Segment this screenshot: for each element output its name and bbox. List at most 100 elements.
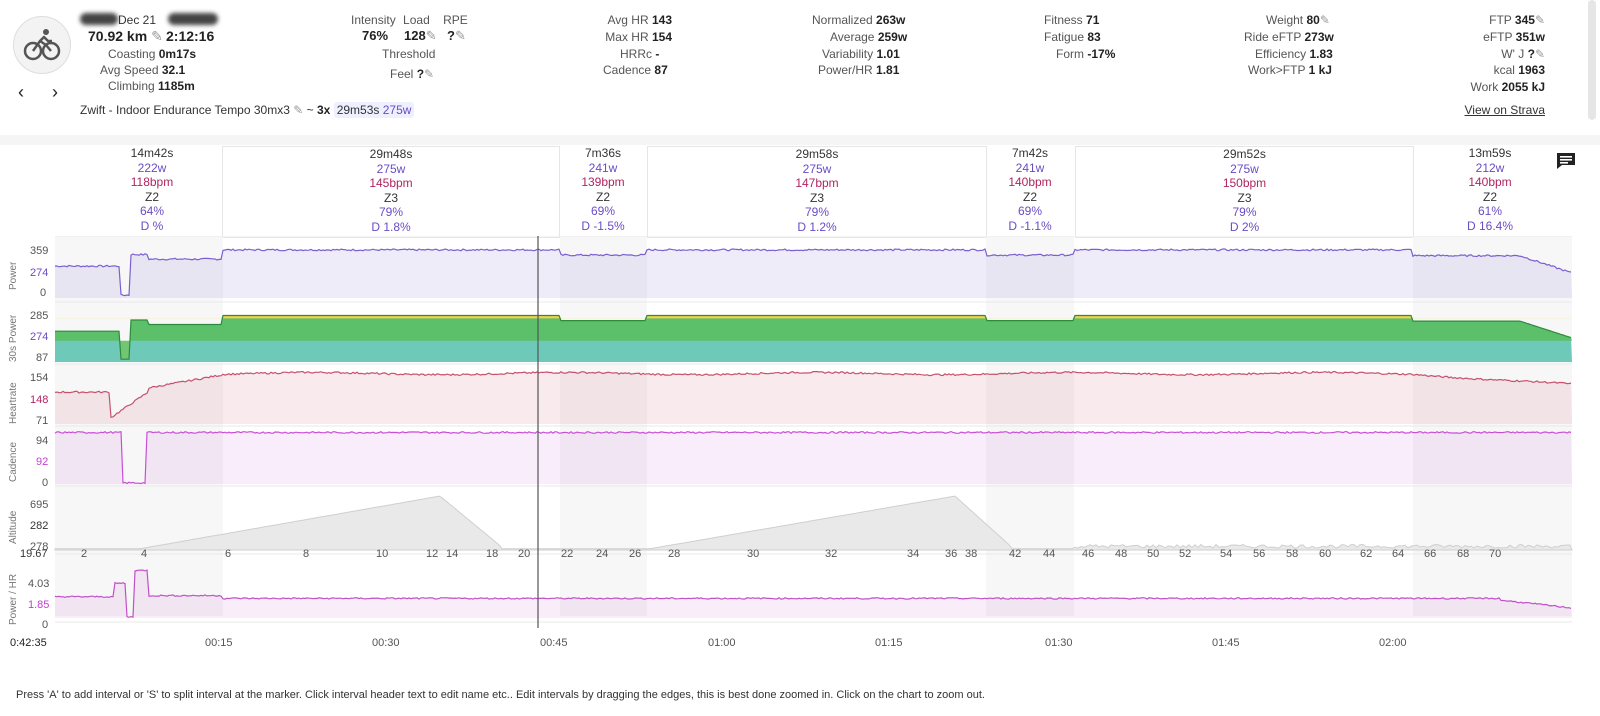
feel-label: Feel (390, 67, 414, 81)
distance-tick: 34 (907, 548, 920, 560)
interval-pct: 64% (139, 204, 165, 218)
wj-label: W' J (1501, 47, 1525, 61)
distance-tick: 70 (1489, 548, 1502, 560)
vertical-scrollbar[interactable] (1588, 0, 1596, 120)
interval-decoupling: D 1.8% (371, 219, 411, 234)
threshold-label[interactable]: Threshold (382, 47, 436, 61)
edit-title-icon[interactable]: ✎ (293, 103, 304, 117)
cycling-icon (23, 29, 61, 61)
edit-rpe-icon[interactable]: ✎ (454, 28, 466, 43)
distance-tick: 12 (426, 548, 439, 560)
distance-tick: 22 (561, 548, 574, 560)
distance-tick: 58 (1286, 548, 1299, 560)
interval-pct: 69% (590, 204, 616, 218)
hrrc-label: HRRc (620, 47, 652, 61)
activity-charts[interactable] (0, 236, 1600, 638)
interval-decoupling: D 16.4% (1466, 218, 1514, 233)
average-label: Average (830, 30, 875, 44)
kcal-label: kcal (1493, 63, 1515, 77)
interval-header[interactable]: 7m36s 241w 139bpm Z2 69% D -1.5% (560, 146, 646, 236)
view-on-strava-link[interactable]: View on Strava (1464, 103, 1546, 117)
powerhr-tick-mid: 1.85 (28, 599, 50, 611)
interval-header[interactable]: 7m42s 241w 140bpm Z2 69% D -1.1% (987, 146, 1073, 236)
distance-tick: 32 (825, 548, 838, 560)
variability-value: 1.01 (876, 47, 900, 61)
summary-interval: 29m53s (336, 103, 380, 117)
wj-value[interactable]: ? (1527, 47, 1535, 61)
interval-pct: 79% (1232, 205, 1257, 219)
distance-tick: 20 (518, 548, 531, 560)
interval-header[interactable]: 29m58s 275w 147bpm Z3 79% D 1.2% (647, 146, 987, 238)
interval-power: 222w (137, 160, 167, 175)
cadence-series-line (54, 430, 1572, 485)
distance-tick: 18 (486, 548, 499, 560)
distance-tick: 60 (1319, 548, 1332, 560)
interval-decoupling: D -1.5% (581, 218, 625, 233)
fatigue-value: 83 (1087, 30, 1101, 44)
interval-time: 14m42s (130, 146, 174, 160)
distance-tick: 38 (965, 548, 978, 560)
activity-type-avatar (13, 16, 71, 74)
interval-power: 275w (1230, 161, 1259, 176)
avg-hr-value: 143 (651, 13, 672, 27)
redacted-name (80, 13, 118, 25)
efficiency-label: Efficiency (1255, 47, 1307, 61)
interval-time: 29m58s (795, 147, 839, 161)
interval-hr: 147bpm (795, 176, 839, 190)
altitude-tick-min: 278 (30, 541, 49, 553)
redacted-time (168, 13, 218, 25)
fitness-label: Fitness (1044, 13, 1083, 27)
header-divider (0, 135, 1600, 145)
distance-tick: 64 (1392, 548, 1405, 560)
previous-activity-button[interactable]: ‹ (18, 82, 24, 102)
help-text: Press 'A' to add interval or 'S' to spli… (16, 689, 985, 701)
rpe-value[interactable]: ? (447, 28, 455, 43)
edit-distance-icon[interactable]: ✎ (151, 28, 163, 44)
interval-header[interactable]: 29m48s 275w 145bpm Z3 79% D 1.8% (222, 146, 560, 238)
activity-title[interactable]: Zwift - Indoor Endurance Tempo 30mx3 (80, 103, 290, 117)
time-tick: 02:00 (1379, 637, 1407, 649)
avg-speed-label: Avg Speed (100, 63, 159, 77)
interval-power: 275w (376, 161, 406, 176)
edit-feel-icon[interactable]: ✎ (424, 67, 435, 81)
ride-eftp-value: 273w (1304, 30, 1334, 44)
work-label: Work (1470, 80, 1499, 94)
interval-zone: Z3 (809, 190, 824, 205)
edit-wj-icon[interactable]: ✎ (1534, 47, 1545, 61)
form-label: Form (1056, 47, 1084, 61)
interval-header[interactable]: 13m59s 212w 140bpm Z2 61% D 16.4% (1425, 146, 1555, 236)
edit-ftp-icon[interactable]: ✎ (1534, 13, 1545, 27)
altitude-tick-mid: 282 (30, 520, 49, 532)
interval-header[interactable]: 29m52s 275w 150bpm Z3 79% D 2% (1075, 146, 1414, 238)
avg-hr-label: Avg HR (607, 13, 649, 27)
rpe-label: RPE (443, 13, 468, 27)
edit-weight-icon[interactable]: ✎ (1319, 13, 1330, 27)
altitude-tick-max: 695 (30, 499, 49, 511)
power-axis-label: Power (8, 261, 19, 290)
interval-hr: 140bpm (1468, 175, 1512, 189)
climbing-value: 1185m (158, 79, 195, 93)
summary-prefix: ~ (306, 103, 314, 117)
distance-tick: 44 (1043, 548, 1056, 560)
next-activity-button[interactable]: › (52, 82, 58, 102)
coasting-value: 0m17s (158, 47, 197, 61)
comments-icon[interactable] (1556, 152, 1576, 170)
interval-header[interactable]: 14m42s 222w 118bpm Z2 64% D % (92, 146, 212, 236)
ride-eftp-label: Ride eFTP (1244, 30, 1302, 44)
edit-load-icon[interactable]: ✎ (425, 28, 437, 43)
work-ftp-value: 1 kJ (1308, 63, 1332, 77)
distance-tick: 48 (1115, 548, 1128, 560)
heartrate-tick-min: 71 (36, 415, 49, 427)
power30-tick-max: 285 (30, 310, 49, 322)
feel-value[interactable]: ? (416, 67, 425, 81)
power30-tick-min: 87 (36, 352, 49, 364)
altitude-axis-label: Altitude (8, 510, 19, 544)
avg-speed-value: 32.1 (161, 63, 186, 77)
distance-tick: 8 (303, 548, 310, 560)
distance-tick: 14 (446, 548, 459, 560)
summary-interval-badge[interactable]: 29m53s 275w (333, 102, 415, 118)
cadence-value: 87 (654, 63, 668, 77)
distance-tick: 54 (1220, 548, 1233, 560)
ftp-label: FTP (1489, 13, 1512, 27)
powerhr-series-line (54, 569, 1572, 618)
